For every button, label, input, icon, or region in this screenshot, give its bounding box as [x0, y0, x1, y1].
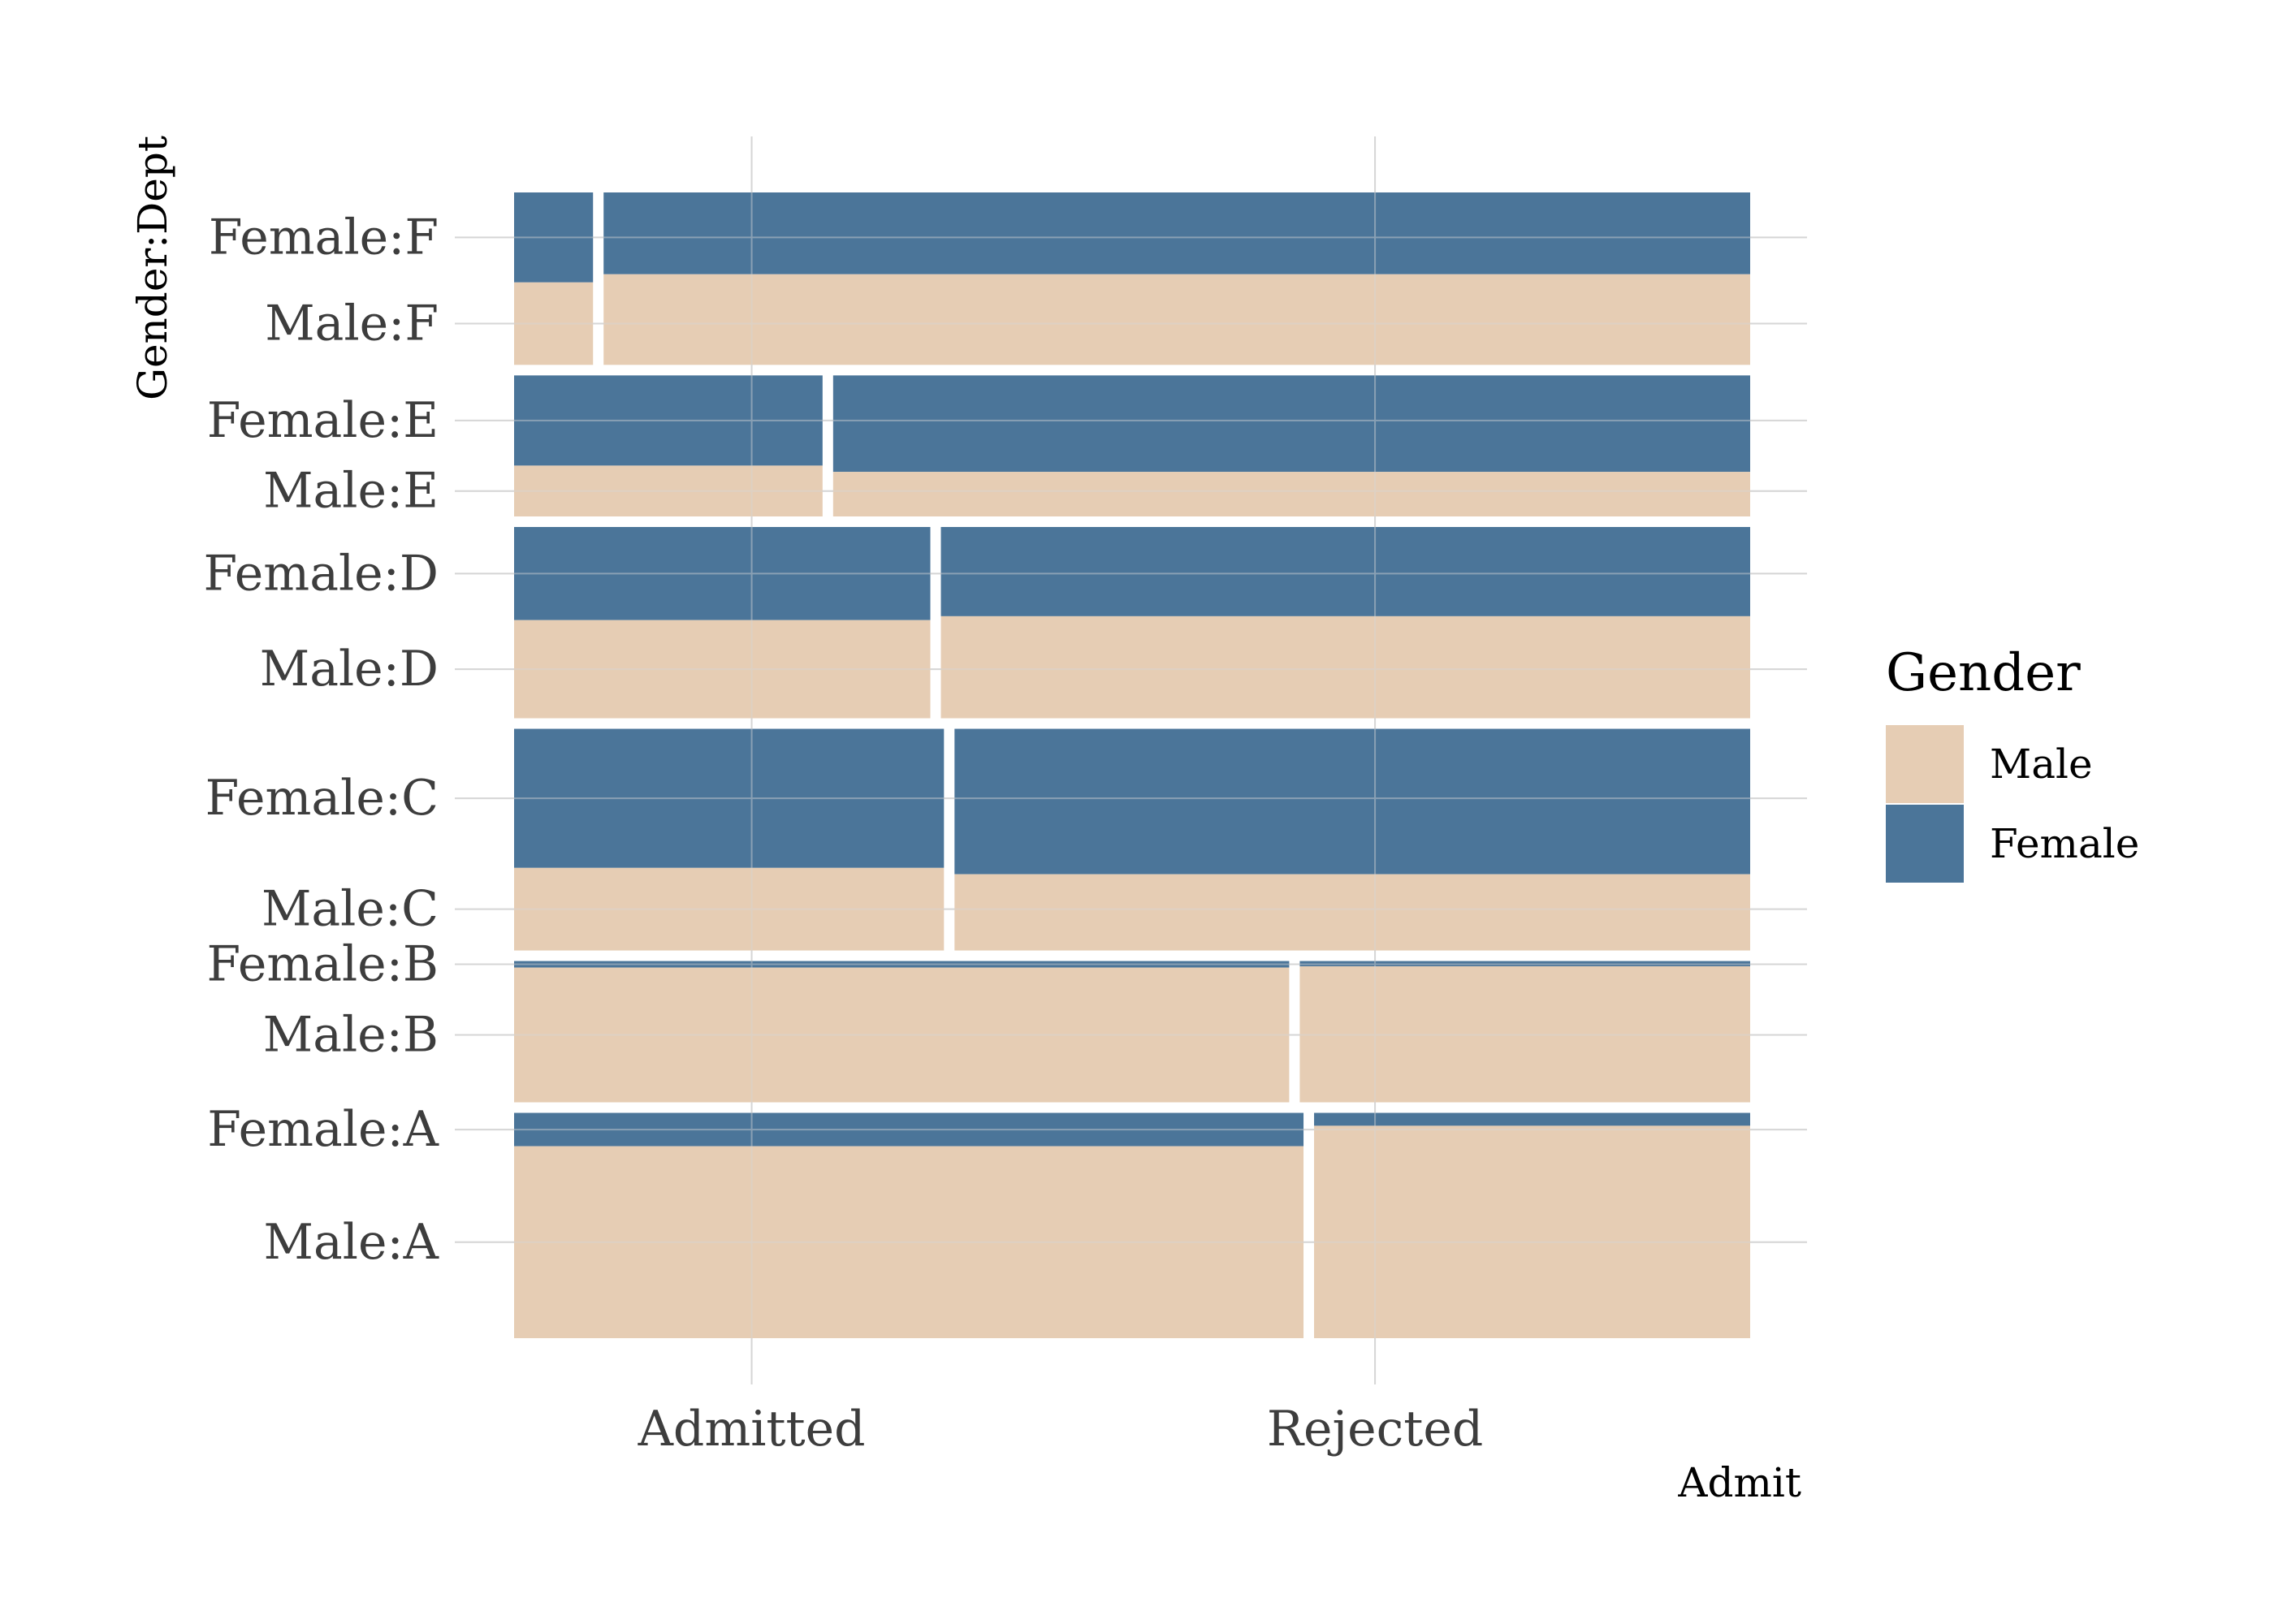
tile-female-A-admitted [514, 1112, 1304, 1147]
x-axis-title: Admit [1677, 1459, 1801, 1506]
tile-female-E-admitted [514, 375, 823, 466]
x-tick-labels: Admitted Rejected [638, 1401, 1484, 1458]
y-tick-label: Female:D [203, 545, 439, 602]
tile-male-A-admitted [514, 1146, 1304, 1338]
legend-title: Gender [1886, 643, 2081, 703]
y-tick-labels: Female:A Male:A Female:B Male:B Female:C Male… [203, 209, 439, 1270]
x-tick-label: Admitted [638, 1401, 866, 1458]
tile-female-B-admitted [514, 961, 1290, 968]
tile-male-C-admitted [514, 867, 945, 951]
tile-female-F-rejected [603, 192, 1750, 274]
tile-male-D-admitted [514, 620, 931, 719]
tile-female-A-rejected [1314, 1112, 1750, 1126]
tile-male-D-rejected [940, 615, 1750, 719]
y-tick-label: Male:D [260, 641, 439, 698]
tile-male-F-rejected [603, 274, 1750, 365]
y-tick-label: Male:B [263, 1007, 439, 1064]
tile-male-F-admitted [514, 282, 594, 365]
tile-male-E-rejected [832, 472, 1750, 517]
tile-male-B-rejected [1299, 966, 1750, 1103]
tile-female-C-rejected [954, 728, 1750, 875]
tile-male-E-admitted [514, 465, 823, 517]
x-tick-label: Rejected [1267, 1401, 1483, 1458]
y-tick-label: Male:E [263, 463, 439, 520]
tile-male-A-rejected [1314, 1125, 1750, 1338]
tile-female-D-rejected [940, 527, 1750, 616]
y-axis-title: Gender:Dept [129, 136, 176, 400]
y-tick-label: Male:C [262, 881, 439, 938]
tile-male-B-admitted [514, 967, 1290, 1103]
tile-female-F-admitted [514, 192, 594, 283]
legend: Gender Male Female [1886, 643, 2139, 883]
legend-label-male: Male [1990, 741, 2093, 788]
legend-swatch-male [1886, 725, 1964, 803]
y-tick-label: Male:A [264, 1214, 439, 1271]
y-tick-label: Female:A [207, 1101, 439, 1158]
mosaic-tiles [514, 192, 1750, 1338]
y-tick-label: Female:E [207, 392, 439, 449]
tile-female-B-rejected [1299, 961, 1750, 967]
y-tick-label: Female:F [209, 209, 439, 266]
tile-female-D-admitted [514, 527, 931, 620]
gridlines-overlay [455, 136, 1807, 1384]
legend-label-female: Female [1990, 820, 2139, 867]
tile-female-E-rejected [832, 375, 1750, 473]
y-tick-label: Female:C [205, 770, 439, 827]
legend-swatch-female [1886, 805, 1964, 883]
tile-male-C-rejected [954, 874, 1750, 951]
y-tick-label: Male:F [265, 296, 439, 352]
tile-female-C-admitted [514, 728, 945, 868]
y-tick-label: Female:B [206, 936, 439, 993]
